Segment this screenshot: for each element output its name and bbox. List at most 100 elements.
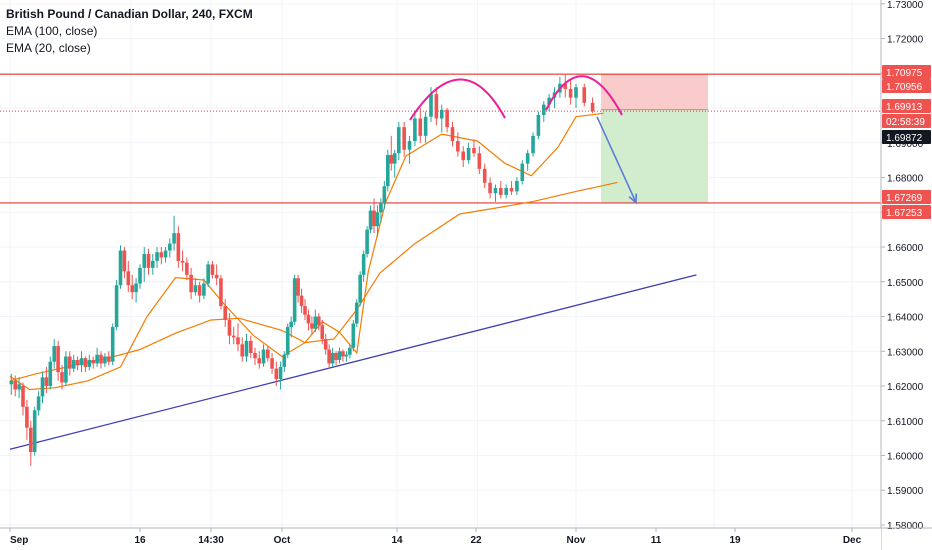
candle-body — [95, 354, 99, 364]
candle-body — [285, 326, 290, 355]
candle-body — [193, 285, 198, 293]
price-tick-label: 1.66000 — [887, 243, 924, 254]
candle-body — [337, 351, 342, 360]
candle-body — [118, 250, 123, 286]
candle-body — [466, 148, 471, 161]
chart-legend: British Pound / Canadian Dollar, 240, FX… — [6, 6, 253, 57]
candle-body — [278, 366, 283, 380]
candle-body — [504, 187, 508, 195]
price-level-tag-label: 1.67253 — [886, 208, 923, 219]
price-level-tag — [882, 114, 931, 128]
candle-body — [515, 181, 519, 192]
candle-body — [155, 252, 159, 261]
price-level-tag — [882, 205, 931, 219]
candle-body — [439, 109, 444, 119]
candle-body — [541, 104, 546, 116]
pattern-arc-left — [409, 78, 506, 121]
candle-body — [520, 163, 525, 182]
candle-body — [261, 349, 266, 364]
candle-body — [456, 141, 460, 152]
candle-body — [206, 264, 210, 284]
candle-body — [358, 274, 362, 303]
candle-body — [317, 316, 321, 326]
candle-body — [348, 347, 352, 355]
candle-body — [274, 368, 279, 380]
candle-body — [134, 283, 138, 293]
candle-body — [248, 340, 253, 354]
candle-body — [202, 283, 206, 296]
candle-body — [68, 356, 72, 369]
time-tick-label: 11 — [651, 535, 662, 546]
time-scale-background — [0, 528, 881, 550]
candle-body — [499, 187, 503, 195]
candle-body — [323, 339, 328, 350]
price-tick-label: 1.63000 — [887, 347, 924, 358]
candle-body — [240, 344, 245, 357]
candle-body — [574, 87, 578, 98]
candle-body — [330, 353, 335, 364]
candle-body — [126, 271, 131, 286]
candle-body — [231, 335, 236, 338]
candle-body — [142, 253, 147, 268]
ema20-legend[interactable]: EMA (20, close) — [6, 41, 91, 55]
ema100-legend[interactable]: EMA (100, close) — [6, 24, 98, 38]
candle-body — [25, 406, 29, 428]
candle-body — [327, 349, 331, 364]
price-tick-label: 1.65000 — [887, 278, 924, 289]
price-level-tag-label: 1.69913 — [886, 102, 923, 113]
stop-loss-zone — [601, 74, 708, 110]
symbol-title[interactable]: British Pound / Canadian Dollar, 240, FX… — [6, 7, 253, 21]
candle-body — [189, 274, 193, 293]
candle-body — [110, 326, 115, 362]
candle-body — [303, 306, 307, 315]
candle-body — [354, 302, 359, 324]
candle-body — [91, 359, 95, 364]
price-tick-label: 1.69000 — [887, 139, 924, 150]
candle-body — [334, 353, 338, 360]
candle-body — [244, 340, 249, 357]
candle-body — [32, 410, 37, 453]
candle-body — [138, 267, 142, 284]
price-level-tag-label: 1.69872 — [886, 133, 923, 144]
candle-body — [21, 386, 25, 407]
ascending-trendline — [9, 274, 697, 450]
price-level-tag-label: 1.70975 — [886, 68, 923, 79]
candle-body — [423, 116, 428, 136]
candle-body — [107, 356, 111, 362]
candle-body — [310, 323, 314, 329]
candle-body — [219, 278, 223, 307]
candle-body — [44, 377, 49, 387]
candle-body — [461, 151, 466, 161]
candle-body — [372, 210, 376, 227]
candle-body — [477, 153, 482, 169]
candle-body — [185, 262, 189, 275]
projection-arrow-head — [628, 193, 638, 205]
candle-body — [79, 358, 84, 366]
price-tick-label: 1.62000 — [887, 382, 924, 393]
candle-body — [36, 396, 41, 411]
candle-body — [48, 361, 53, 387]
price-level-tag-label: 02:58:39 — [886, 117, 925, 128]
candle-body — [472, 148, 476, 154]
candle-body — [531, 135, 535, 154]
candle-body — [375, 212, 380, 227]
time-tick-label: Oct — [274, 535, 291, 546]
price-level-tag — [882, 190, 931, 204]
candle-body — [344, 354, 349, 357]
pattern-arc-right — [545, 75, 623, 116]
candle-body — [568, 88, 573, 98]
candle-body — [379, 203, 383, 213]
price-level-tag — [882, 130, 931, 144]
price-level-tag — [882, 99, 931, 113]
price-level-tag — [882, 79, 931, 93]
candle-body — [270, 358, 274, 369]
price-level-tag — [882, 65, 931, 79]
take-profit-zone — [601, 109, 708, 203]
projection-arrow — [596, 116, 637, 203]
candle-body — [253, 353, 257, 359]
candle-body — [320, 325, 325, 340]
time-tick-label: Dec — [843, 535, 862, 546]
time-tick-label: Nov — [567, 535, 586, 546]
